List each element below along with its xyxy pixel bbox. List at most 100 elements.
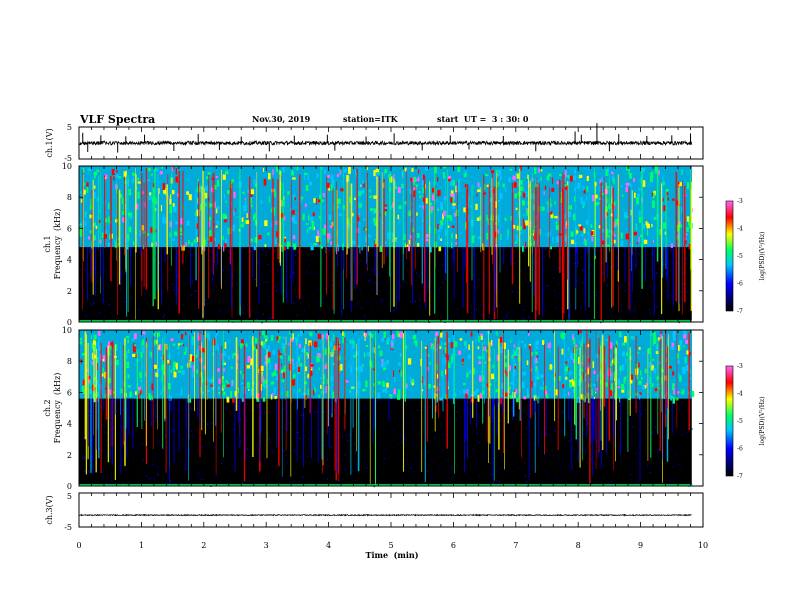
emission-pixel [240,223,244,228]
noise-speckle [246,470,248,472]
emission-pixel [455,209,459,216]
noise-speckle [154,421,156,423]
emission-pixel [626,166,629,171]
emission-pixel [96,356,100,363]
noise-speckle [608,482,610,484]
frequency-tick-label: 0 [67,318,72,327]
emission-pixel [565,369,567,375]
noise-speckle [180,261,182,263]
noise-speckle [525,427,527,429]
noise-speckle [202,472,204,474]
emission-pixel [165,184,167,189]
emission-pixel [274,395,277,400]
emission-pixel [220,353,223,360]
noise-speckle [657,452,659,454]
emission-pixel [102,355,106,362]
emission-pixel [430,206,434,211]
noise-speckle [665,419,667,421]
emission-pixel [253,179,256,184]
noise-speckle [284,454,286,456]
noise-speckle [93,267,95,269]
emission-pixel [567,358,569,365]
noise-speckle [635,315,637,317]
emission-pixel [473,235,476,238]
noise-speckle [580,307,582,309]
emission-pixel [620,240,623,247]
emission-pixel [515,350,519,357]
emission-pixel [515,207,518,211]
noise-speckle [507,426,509,429]
noise-speckle [281,414,283,416]
noise-speckle [573,285,575,287]
noise-speckle [637,415,639,417]
noise-speckle [669,294,671,296]
emission-pixel [281,379,285,383]
emission-pixel [417,176,420,179]
emission-pixel [650,365,654,371]
noise-speckle [557,453,559,455]
noise-speckle [421,429,424,431]
emission-pixel [268,352,271,358]
emission-pixel [318,358,321,362]
noise-speckle [169,433,171,435]
noise-speckle [256,448,259,450]
noise-speckle [591,267,593,269]
emission-pixel [652,240,654,244]
emission-pixel [245,343,248,347]
noise-speckle [282,420,284,422]
emission-pixel [373,383,376,387]
noise-speckle [293,272,295,274]
emission-pixel [320,199,324,203]
emission-pixel [555,389,558,396]
noise-speckle [318,308,320,310]
noise-speckle [274,290,276,292]
noise-speckle [544,434,547,436]
noise-speckle [162,316,165,318]
emission-pixel [483,192,487,195]
emission-pixel [349,389,352,394]
emission-pixel [79,228,83,232]
emission-pixel [102,359,105,362]
noise-speckle [404,445,406,447]
noise-speckle [452,306,454,308]
noise-speckle [633,310,635,312]
noise-speckle [365,302,367,304]
noise-speckle [264,411,266,413]
noise-speckle [524,475,526,477]
noise-speckle [353,443,356,445]
noise-speckle [656,466,658,468]
emission-pixel [590,231,594,236]
emission-pixel [260,200,263,204]
time-tick-label: 0 [76,541,81,550]
noise-speckle [84,459,86,461]
noise-speckle [640,413,642,415]
emission-pixel [290,338,294,343]
emission-pixel [677,234,680,239]
noise-speckle [562,409,564,411]
emission-pixel [90,335,92,340]
emission-pixel [649,333,653,336]
noise-speckle [411,408,413,411]
noise-speckle [380,400,382,402]
noise-speckle [565,307,567,309]
noise-speckle [308,444,311,446]
emission-pixel [416,212,418,216]
noise-speckle [329,433,331,435]
noise-speckle [632,401,634,403]
noise-speckle [546,450,548,452]
noise-speckle [656,429,658,431]
noise-speckle [605,266,607,268]
emission-pixel [154,198,157,205]
noise-speckle [467,457,469,459]
emission-pixel [535,366,538,372]
emission-pixel [595,353,599,359]
emission-pixel [271,372,275,377]
emission-pixel [127,339,130,344]
noise-speckle [456,417,458,420]
emission-pixel [409,234,413,239]
emission-pixel [544,390,548,395]
noise-speckle [168,309,171,311]
noise-speckle [325,287,327,289]
emission-pixel [363,333,366,337]
